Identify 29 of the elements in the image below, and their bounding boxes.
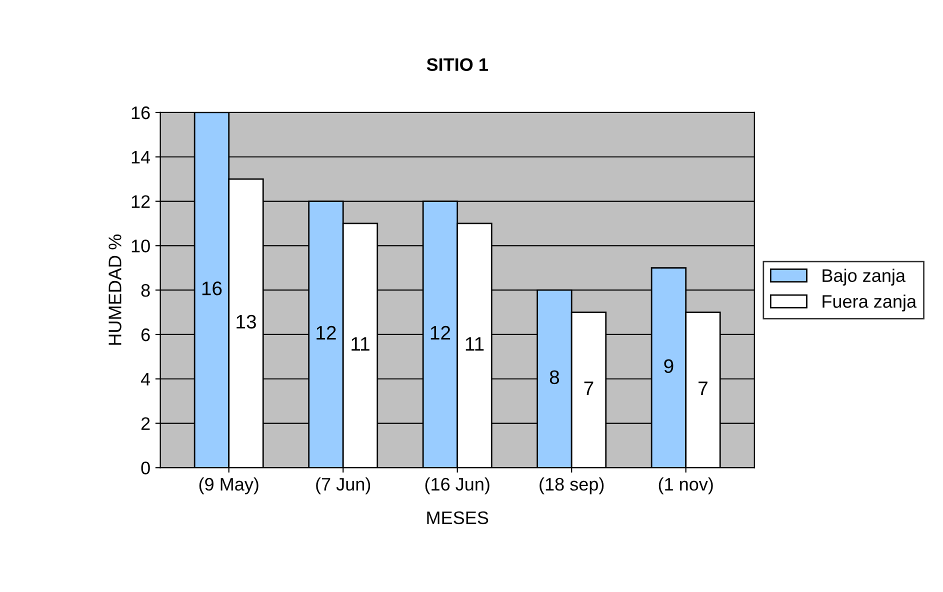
y-tick-label: 8 (141, 284, 150, 297)
x-tick-label: (16 Jun) (425, 477, 490, 494)
data-label: 9 (664, 359, 674, 373)
data-label: 12 (316, 326, 336, 340)
data-label: 12 (430, 326, 450, 340)
data-label: 11 (466, 337, 484, 351)
x-tick-label: (7 Jun) (316, 477, 370, 494)
y-tick-label: 4 (140, 373, 150, 386)
y-tick-label: 0 (141, 462, 150, 474)
legend-label: Fuera zanja (822, 294, 917, 312)
y-axis-title: HUMEDAD % (108, 234, 122, 345)
data-label: 7 (698, 382, 708, 396)
y-tick-label: 6 (141, 328, 150, 342)
legend-label: Bajo zanja (822, 268, 906, 286)
x-tick-label: (1 nov) (658, 477, 713, 494)
x-tick-label: (18 sep) (540, 477, 604, 494)
data-label: 16 (202, 282, 222, 296)
y-tick-label: 16 (132, 106, 150, 120)
y-tick-label: 12 (132, 195, 150, 208)
data-label: 11 (352, 337, 370, 351)
x-tick-label: (9 May) (199, 477, 258, 494)
y-tick-label: 2 (141, 417, 150, 430)
data-label: 8 (550, 370, 560, 384)
x-axis-title: MESES (427, 511, 488, 524)
data-label: 13 (236, 314, 256, 329)
y-tick-label: 14 (132, 151, 150, 164)
chart-title: SITIO 1 (426, 58, 488, 71)
y-tick-label: 10 (132, 240, 150, 252)
data-label: 7 (584, 382, 594, 396)
